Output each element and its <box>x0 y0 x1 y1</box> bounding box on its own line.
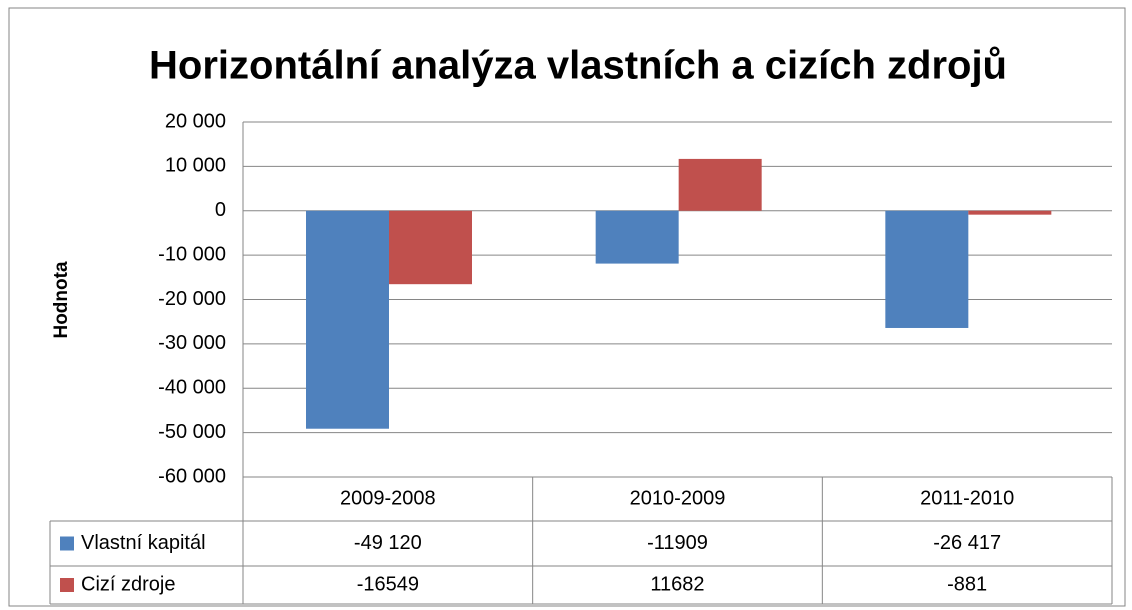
x-tick-label: 2009-2008 <box>340 487 436 509</box>
bar <box>389 210 472 285</box>
y-tick-label: -40 000 <box>158 377 226 399</box>
data-label: -26 417 <box>933 532 1001 554</box>
legend-key <box>60 578 74 592</box>
data-label: 11682 <box>650 573 704 595</box>
bar <box>306 210 389 429</box>
legend-label: Vlastní kapitál <box>81 532 206 554</box>
y-tick-label: 0 <box>215 199 226 221</box>
data-label: -49 120 <box>354 532 422 554</box>
y-tick-label: -30 000 <box>158 332 226 354</box>
x-tick-label: 2011-2010 <box>920 487 1014 509</box>
y-tick-label: -50 000 <box>158 421 226 443</box>
legend-label: Cizí zdroje <box>81 573 175 595</box>
bar <box>595 210 679 264</box>
bar <box>678 158 762 211</box>
y-tick-label: 20 000 <box>165 110 226 132</box>
data-label: -16549 <box>357 573 419 595</box>
bar <box>885 210 969 328</box>
data-label: -11909 <box>647 532 708 554</box>
bar <box>968 210 1052 215</box>
y-tick-label: -10 000 <box>158 243 226 265</box>
x-tick-label: 2010-2009 <box>630 487 726 509</box>
chart-title: Horizontální analýza vlastních a cizích … <box>149 44 1007 88</box>
y-axis-label: Hodnota <box>51 261 72 338</box>
data-label: -881 <box>947 573 987 595</box>
y-tick-label: -20 000 <box>158 288 226 310</box>
y-tick-label: 10 000 <box>165 155 226 177</box>
y-tick-label: -60 000 <box>158 465 226 487</box>
legend-key <box>60 536 74 551</box>
